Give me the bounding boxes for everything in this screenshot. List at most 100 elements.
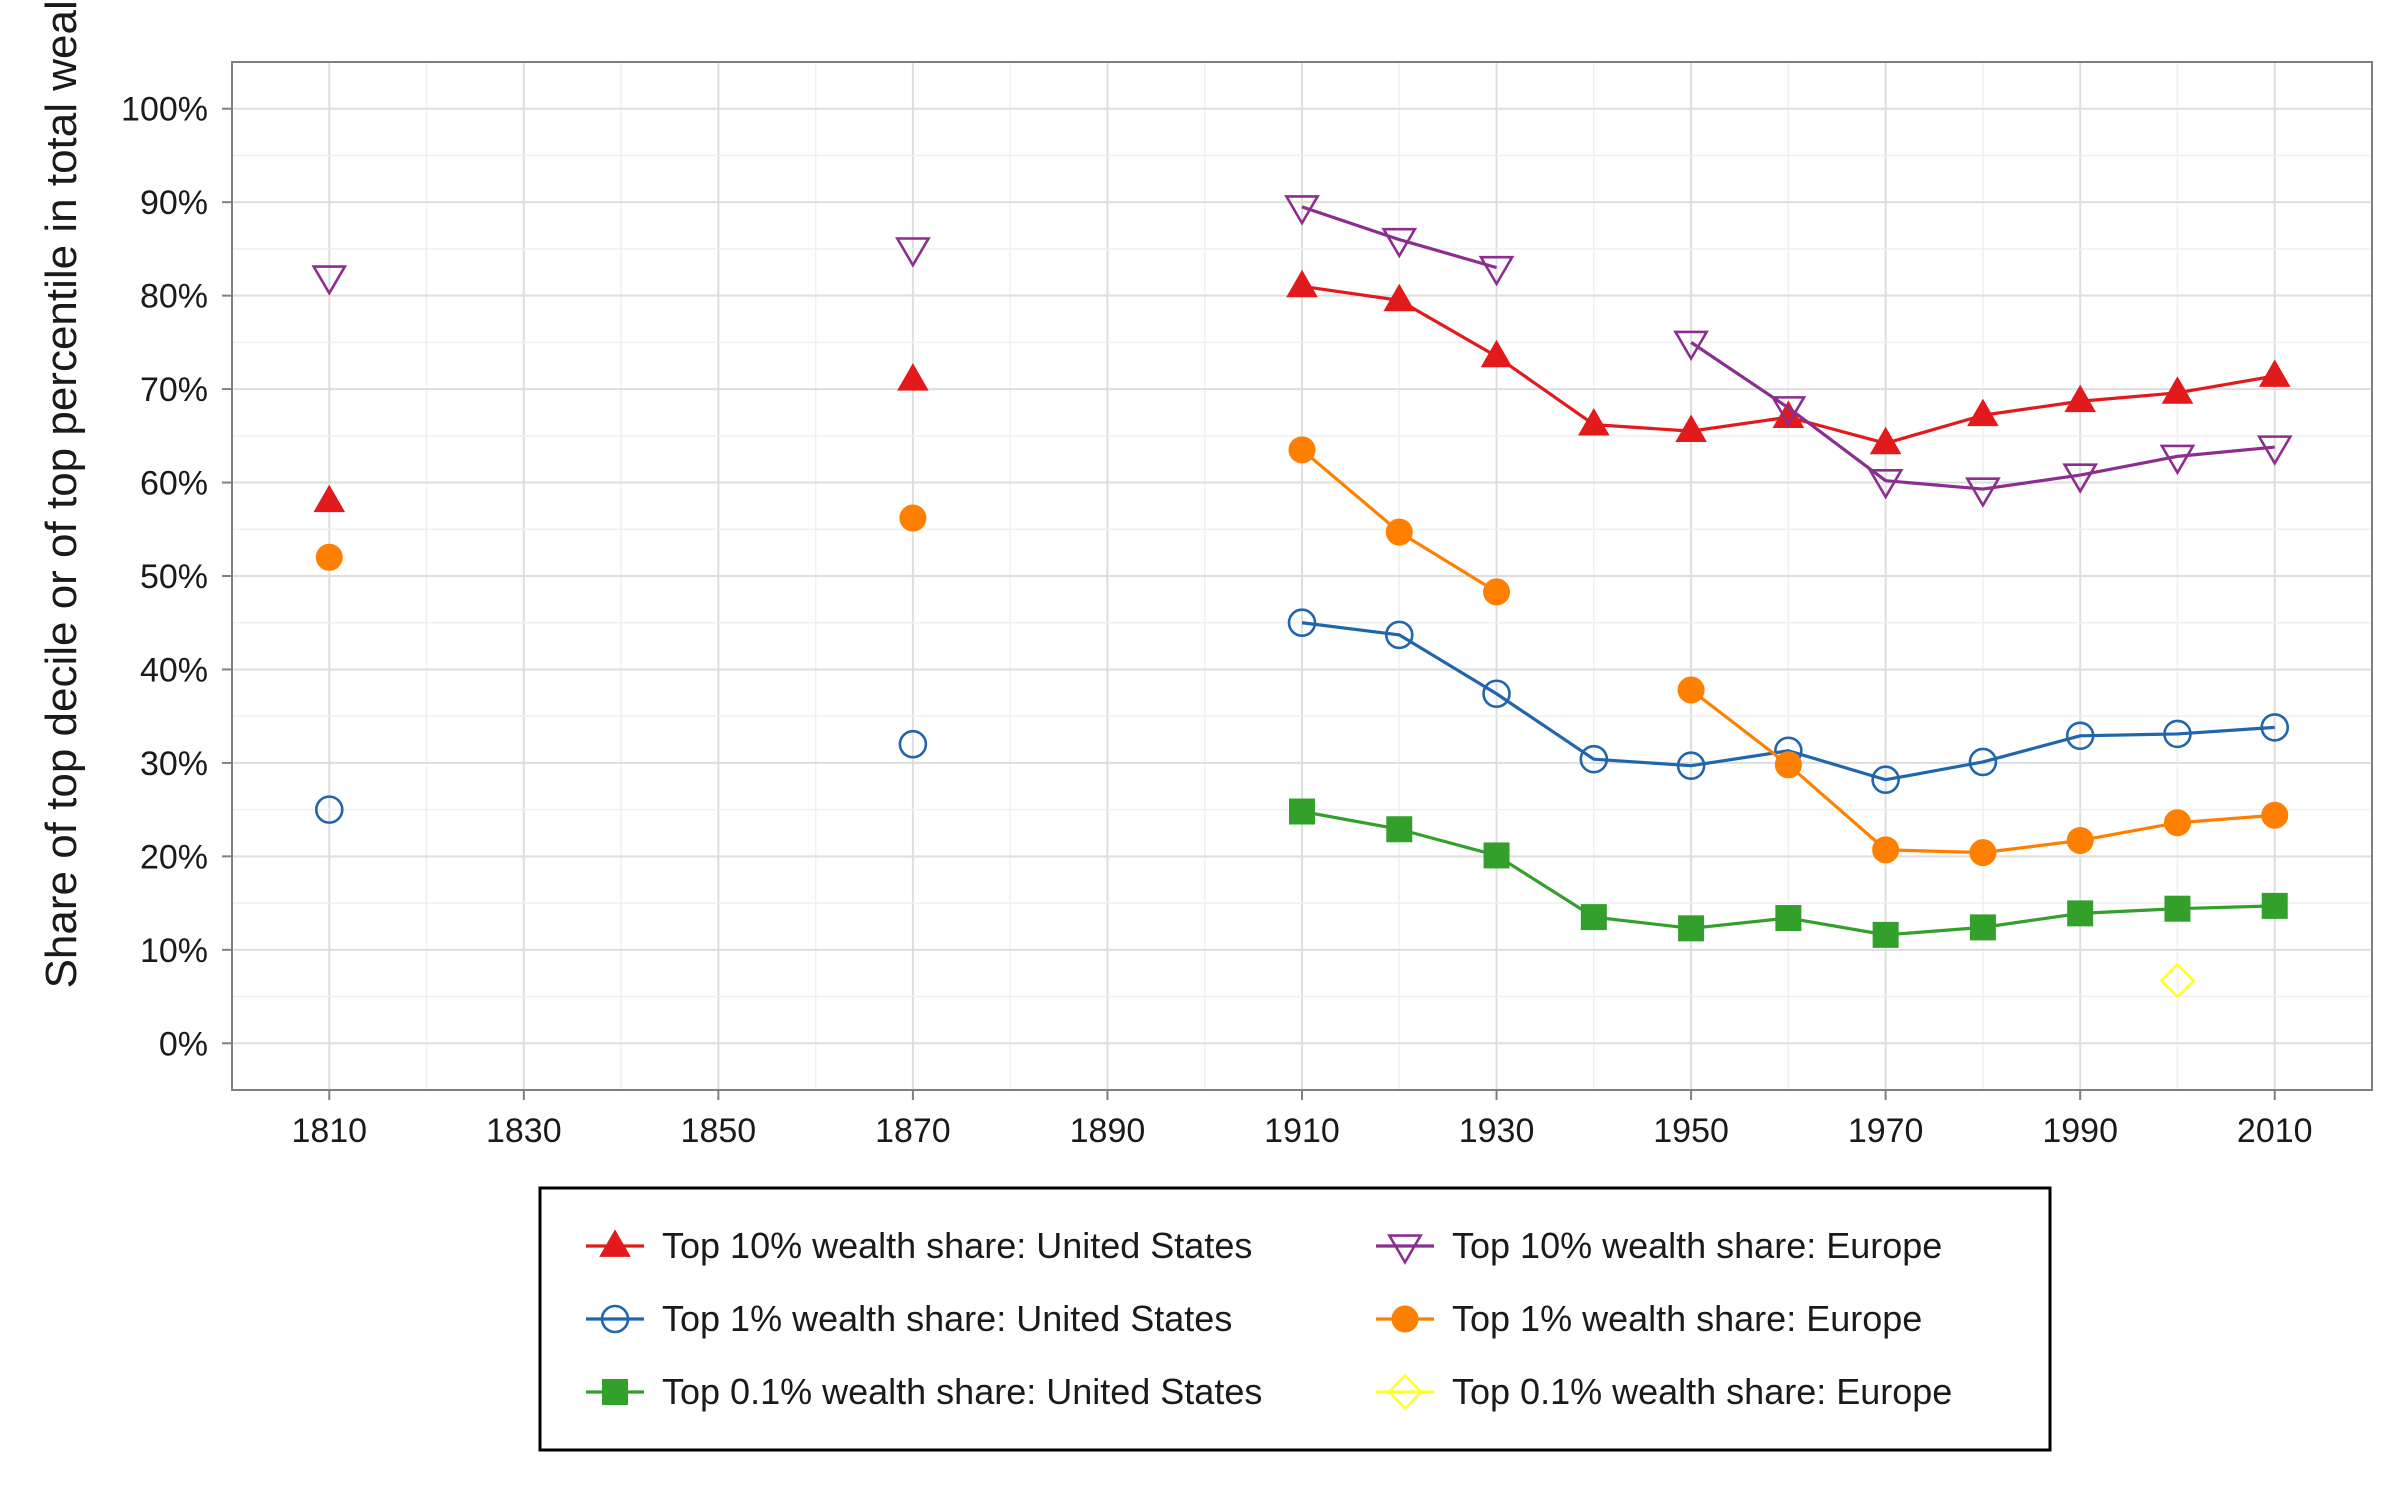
y-tick-label: 50% (140, 558, 208, 596)
data-point (2163, 809, 2191, 837)
data-point (1385, 518, 1413, 546)
legend-key-marker (1386, 1373, 1424, 1411)
y-tick-label: 60% (140, 465, 208, 503)
data-point (1775, 905, 1802, 932)
data-point (2261, 892, 2288, 919)
data-point (1675, 414, 1707, 443)
data-point (2159, 962, 2196, 999)
legend-item: Top 10% wealth share: United States (586, 1225, 1252, 1266)
data-point (1480, 339, 1513, 368)
series-layer (311, 195, 2293, 999)
legend-key-marker (1387, 1234, 1423, 1265)
y-tick-label: 80% (140, 278, 208, 316)
series-0 (313, 269, 2291, 513)
data-point (1678, 915, 1705, 942)
series-4 (315, 436, 2289, 867)
data-point (1580, 904, 1607, 931)
y-tick-label: 0% (159, 1025, 208, 1063)
data-point (1386, 816, 1413, 843)
legend-label: Top 10% wealth share: Europe (1452, 1225, 1942, 1266)
data-point (899, 504, 927, 532)
legend-key-marker (599, 1229, 631, 1257)
legend-item: Top 10% wealth share: Europe (1376, 1225, 1942, 1266)
legend-key-marker (600, 1304, 630, 1334)
data-point (1965, 477, 2001, 508)
data-point (2161, 376, 2194, 404)
data-point (2258, 359, 2291, 387)
x-tick-label: 1930 (1459, 1112, 1535, 1150)
y-tick-label: 100% (121, 91, 208, 129)
legend-item: Top 1% wealth share: Europe (1376, 1298, 1922, 1339)
series-2 (1289, 798, 2288, 948)
legend-label: Top 1% wealth share: United States (662, 1298, 1232, 1339)
data-point (1478, 255, 1515, 287)
x-tick-label: 1850 (681, 1112, 757, 1150)
data-point (2163, 719, 2192, 749)
legend-box (538, 1186, 2052, 1452)
data-point (898, 729, 928, 759)
legend-key-marker (602, 1379, 628, 1405)
data-point (2261, 801, 2289, 829)
x-tick-label: 1870 (875, 1112, 951, 1150)
data-point (897, 363, 929, 391)
data-point (1579, 744, 1609, 774)
series-line (1301, 205, 1497, 270)
legend-item: Top 1% wealth share: United States (586, 1298, 1232, 1339)
legend-label: Top 1% wealth share: Europe (1452, 1298, 1922, 1339)
data-point (1482, 679, 1511, 709)
data-point (1872, 921, 1899, 948)
x-tick-label: 1970 (1848, 1112, 1924, 1150)
legend-key-marker (1391, 1305, 1419, 1333)
y-tick-label: 30% (140, 745, 208, 783)
data-point (1871, 765, 1900, 795)
x-tick-label: 1830 (486, 1112, 562, 1150)
y-tick-label: 40% (140, 651, 208, 689)
y-tick-label: 90% (140, 184, 208, 222)
data-point (311, 265, 348, 296)
legend-label: Top 0.1% wealth share: United States (662, 1371, 1262, 1412)
data-point (1384, 620, 1414, 650)
data-point (1867, 468, 1904, 500)
data-point (315, 543, 343, 571)
data-point (1969, 839, 1997, 867)
data-point (1869, 426, 1902, 455)
legend-item: Top 0.1% wealth share: United States (586, 1371, 1262, 1412)
y-tick-label: 10% (140, 932, 208, 970)
legend-label: Top 0.1% wealth share: Europe (1452, 1371, 1952, 1412)
x-tick-label: 2010 (2237, 1112, 2313, 1150)
data-point (2260, 713, 2290, 742)
y-tick-label: 70% (140, 371, 208, 409)
data-point (1774, 751, 1802, 779)
data-point (2159, 444, 2196, 476)
data-point (1289, 798, 1315, 825)
data-point (1676, 751, 1706, 781)
data-point (1284, 195, 1320, 226)
series-line (1690, 341, 2275, 491)
x-tick-label: 1890 (1070, 1112, 1146, 1150)
data-point (895, 237, 931, 268)
y-axis-title: Share of top decile or of top percentile… (37, 0, 86, 988)
data-point (1872, 836, 1900, 864)
legend-label: Top 10% wealth share: United States (662, 1225, 1252, 1266)
data-point (1969, 914, 1996, 941)
x-tick-label: 1810 (291, 1112, 367, 1150)
data-point (1483, 578, 1511, 606)
data-point (1677, 676, 1705, 704)
data-point (1578, 408, 1610, 436)
data-point (2066, 826, 2094, 854)
data-point (1967, 398, 1999, 427)
data-point (1483, 842, 1510, 869)
data-point (2065, 721, 2095, 751)
data-point (2164, 895, 2191, 922)
data-point (314, 795, 344, 824)
data-point (2256, 435, 2293, 466)
data-point (2064, 384, 2096, 413)
data-point (1287, 608, 1317, 638)
data-point (1288, 436, 1316, 464)
legend-item: Top 0.1% wealth share: Europe (1376, 1371, 1952, 1412)
y-tick-label: 20% (140, 838, 208, 876)
x-tick-label: 1950 (1653, 1112, 1729, 1150)
data-point (1286, 269, 1318, 298)
x-axis: 1810 1830 1850 1870 1890 1910 1930 1950 1970 1990… (291, 1090, 2313, 1150)
